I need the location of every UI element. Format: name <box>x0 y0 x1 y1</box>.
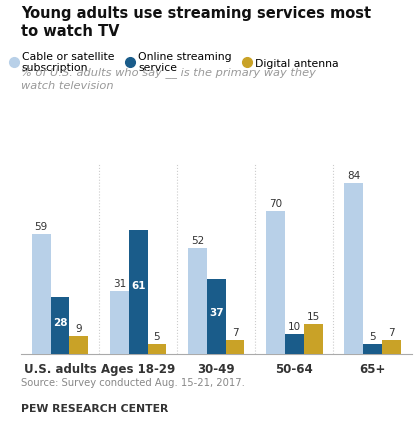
Text: 70: 70 <box>269 199 282 209</box>
Bar <box>226 340 244 354</box>
Bar <box>110 291 129 354</box>
Bar <box>147 344 166 354</box>
Text: PEW RESEARCH CENTER: PEW RESEARCH CENTER <box>21 404 168 414</box>
Bar <box>188 248 207 354</box>
Text: 28: 28 <box>53 318 67 328</box>
Bar <box>304 324 323 354</box>
Text: % of U.S. adults who say __ is the primary way they
watch television: % of U.S. adults who say __ is the prima… <box>21 67 316 91</box>
Bar <box>207 279 226 354</box>
Text: 7: 7 <box>388 328 395 338</box>
Text: Young adults use streaming services most
to watch TV: Young adults use streaming services most… <box>21 6 371 39</box>
Text: 5: 5 <box>154 332 160 342</box>
Text: 59: 59 <box>35 222 48 232</box>
Text: 31: 31 <box>113 279 126 289</box>
Bar <box>69 336 88 354</box>
Legend: Cable or satellite
subscription, Online streaming
service, Digital antenna: Cable or satellite subscription, Online … <box>11 52 339 73</box>
Bar <box>363 344 382 354</box>
Bar <box>129 229 147 354</box>
Text: Source: Survey conducted Aug. 15-21, 2017.: Source: Survey conducted Aug. 15-21, 201… <box>21 378 245 388</box>
Bar <box>32 234 51 354</box>
Text: 9: 9 <box>76 324 82 334</box>
Text: 7: 7 <box>232 328 239 338</box>
Bar <box>382 340 401 354</box>
Text: 52: 52 <box>191 236 204 246</box>
Text: 5: 5 <box>369 332 376 342</box>
Text: 15: 15 <box>307 311 320 321</box>
Text: 84: 84 <box>347 171 360 181</box>
Bar <box>344 183 363 354</box>
Bar <box>285 334 304 354</box>
Bar <box>51 297 69 354</box>
Text: 61: 61 <box>131 281 145 291</box>
Text: 10: 10 <box>288 322 301 332</box>
Bar <box>266 211 285 354</box>
Text: 37: 37 <box>209 308 223 318</box>
